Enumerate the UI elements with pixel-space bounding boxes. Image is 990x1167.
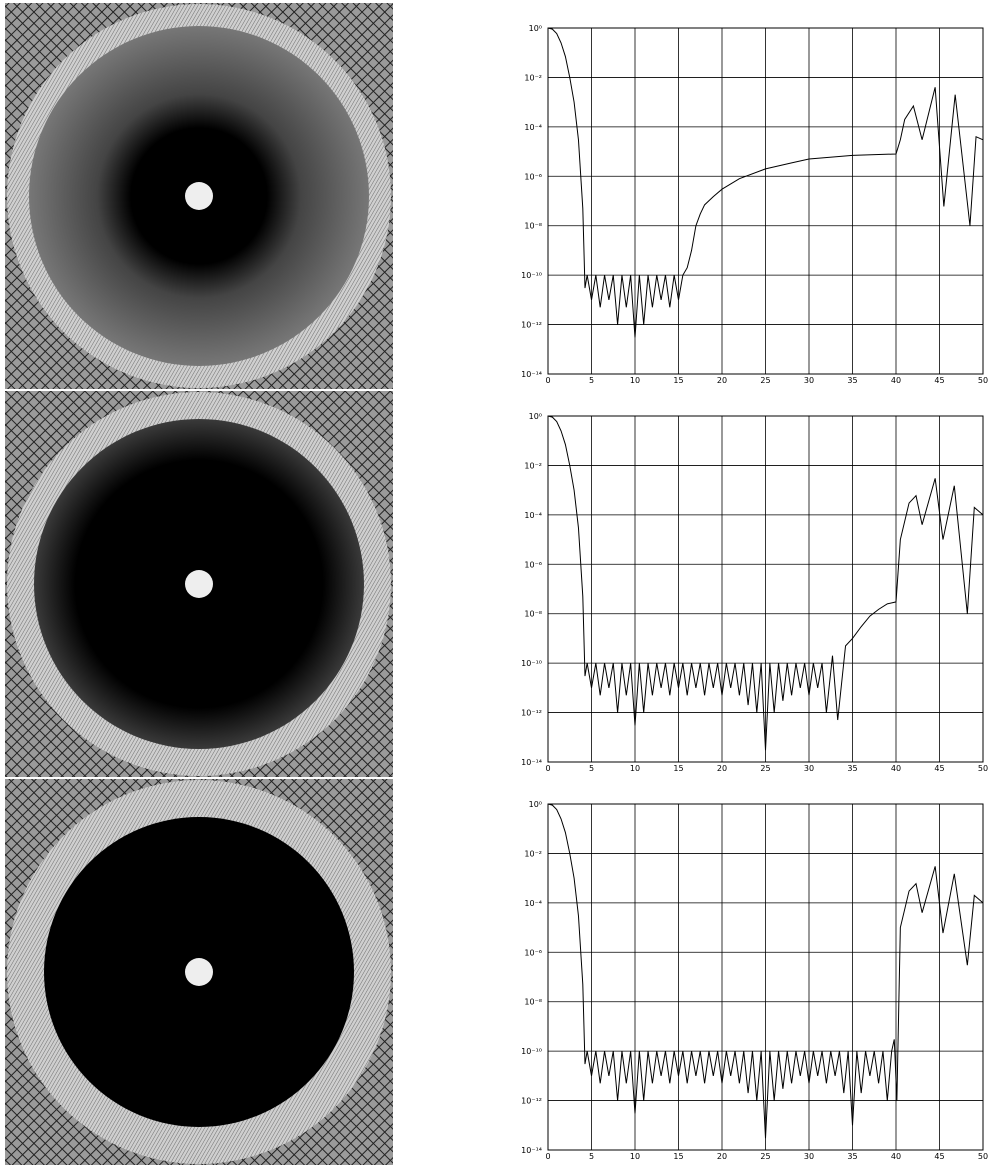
y-tick-label: 10⁻¹⁰	[521, 1047, 542, 1056]
x-tick-label: 45	[934, 1152, 944, 1161]
x-tick-label: 40	[891, 376, 901, 385]
y-tick-label: 10⁻²	[524, 73, 542, 82]
y-tick-label: 10⁻¹²	[521, 1097, 542, 1106]
y-tick-label: 10⁻¹⁴	[521, 370, 542, 379]
x-tick-label: 10	[630, 376, 640, 385]
y-tick-label: 10⁻²	[524, 849, 542, 858]
image-panel-2	[5, 391, 393, 777]
plot-frame	[547, 415, 984, 763]
x-tick-label: 10	[630, 1152, 640, 1161]
x-tick-label: 15	[673, 764, 683, 773]
x-tick-label: 5	[589, 1152, 594, 1161]
image-panel-3	[5, 779, 393, 1165]
y-tick-label: 10⁻⁸	[524, 610, 542, 619]
x-tick-label: 30	[804, 764, 814, 773]
plot-frame	[547, 27, 984, 375]
y-tick-label: 10⁻⁶	[524, 948, 542, 957]
x-tick-label: 0	[545, 764, 550, 773]
y-tick-label: 10⁻¹²	[521, 709, 542, 718]
y-tick-label: 10⁻²	[524, 461, 542, 470]
plot-frame	[547, 803, 984, 1151]
y-tick-label: 10⁻¹⁴	[521, 1146, 542, 1155]
y-tick-label: 10⁻¹²	[521, 321, 542, 330]
y-tick-label: 10⁻¹⁰	[521, 271, 542, 280]
data-line	[547, 803, 984, 1139]
x-tick-label: 50	[978, 1152, 988, 1161]
x-tick-label: 0	[545, 1152, 550, 1161]
x-tick-label: 35	[847, 764, 857, 773]
x-tick-label: 25	[760, 764, 770, 773]
x-tick-label: 10	[630, 764, 640, 773]
y-tick-label: 10⁻¹⁴	[521, 758, 542, 767]
x-tick-label: 45	[934, 376, 944, 385]
x-tick-label: 20	[717, 376, 727, 385]
y-tick-label: 10⁻⁶	[524, 172, 542, 181]
x-tick-label: 0	[545, 376, 550, 385]
x-tick-label: 30	[804, 1152, 814, 1161]
x-tick-label: 5	[589, 764, 594, 773]
data-line	[547, 415, 984, 751]
x-tick-label: 40	[891, 764, 901, 773]
y-tick-label: 10⁻⁴	[524, 899, 542, 908]
y-tick-label: 10⁻⁸	[524, 222, 542, 231]
x-tick-label: 20	[717, 764, 727, 773]
image-panel-1	[5, 3, 393, 389]
x-tick-label: 40	[891, 1152, 901, 1161]
y-tick-label: 10⁻⁸	[524, 998, 542, 1007]
x-tick-label: 30	[804, 376, 814, 385]
y-tick-label: 10⁻⁴	[524, 511, 542, 520]
y-tick-label: 10⁻¹⁰	[521, 659, 542, 668]
y-tick-label: 10⁰	[529, 24, 542, 33]
x-tick-label: 35	[847, 1152, 857, 1161]
x-tick-label: 15	[673, 376, 683, 385]
data-line	[547, 27, 984, 338]
y-tick-label: 10⁻⁶	[524, 560, 542, 569]
x-tick-label: 25	[760, 376, 770, 385]
x-tick-label: 25	[760, 1152, 770, 1161]
y-tick-label: 10⁰	[529, 412, 542, 421]
y-tick-label: 10⁰	[529, 800, 542, 809]
x-tick-label: 5	[589, 376, 594, 385]
x-tick-label: 20	[717, 1152, 727, 1161]
x-tick-label: 45	[934, 764, 944, 773]
x-tick-label: 50	[978, 764, 988, 773]
y-tick-label: 10⁻⁴	[524, 123, 542, 132]
x-tick-label: 35	[847, 376, 857, 385]
x-tick-label: 50	[978, 376, 988, 385]
x-tick-label: 15	[673, 1152, 683, 1161]
